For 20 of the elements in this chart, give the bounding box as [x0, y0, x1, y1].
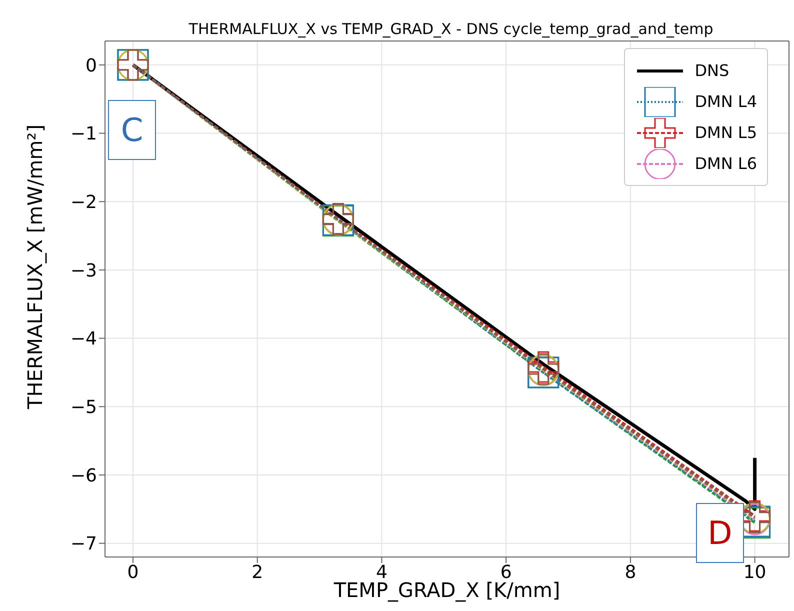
legend-label: DMN L6 [694, 154, 757, 173]
y-tick-label: 0 [86, 55, 97, 76]
y-tick-label: −7 [70, 534, 97, 555]
x-tick-label: 2 [252, 562, 264, 583]
chart-title: THERMALFLUX_X vs TEMP_GRAD_X - DNS cycle_temp_grad_and_temp [188, 20, 714, 38]
x-tick-label: 8 [624, 562, 636, 583]
y-tick-label: −4 [70, 328, 97, 350]
legend-label: DMN L4 [694, 92, 757, 111]
y-tick-label: −6 [70, 465, 97, 486]
y-tick-label: −1 [70, 124, 97, 145]
legend-label: DMN L5 [694, 123, 757, 142]
x-tick-label: 0 [127, 562, 139, 583]
legend-label: DNS [694, 61, 730, 80]
x-tick-label: 10 [743, 562, 766, 583]
y-tick-label: −5 [70, 397, 97, 418]
y-tick-label: −3 [70, 260, 97, 282]
y-axis-title: THERMALFLUX_X [mW/mm²] [23, 124, 48, 410]
annotation: D [696, 503, 744, 563]
y-tick-label: −2 [70, 192, 97, 213]
annotation: C [108, 100, 156, 160]
